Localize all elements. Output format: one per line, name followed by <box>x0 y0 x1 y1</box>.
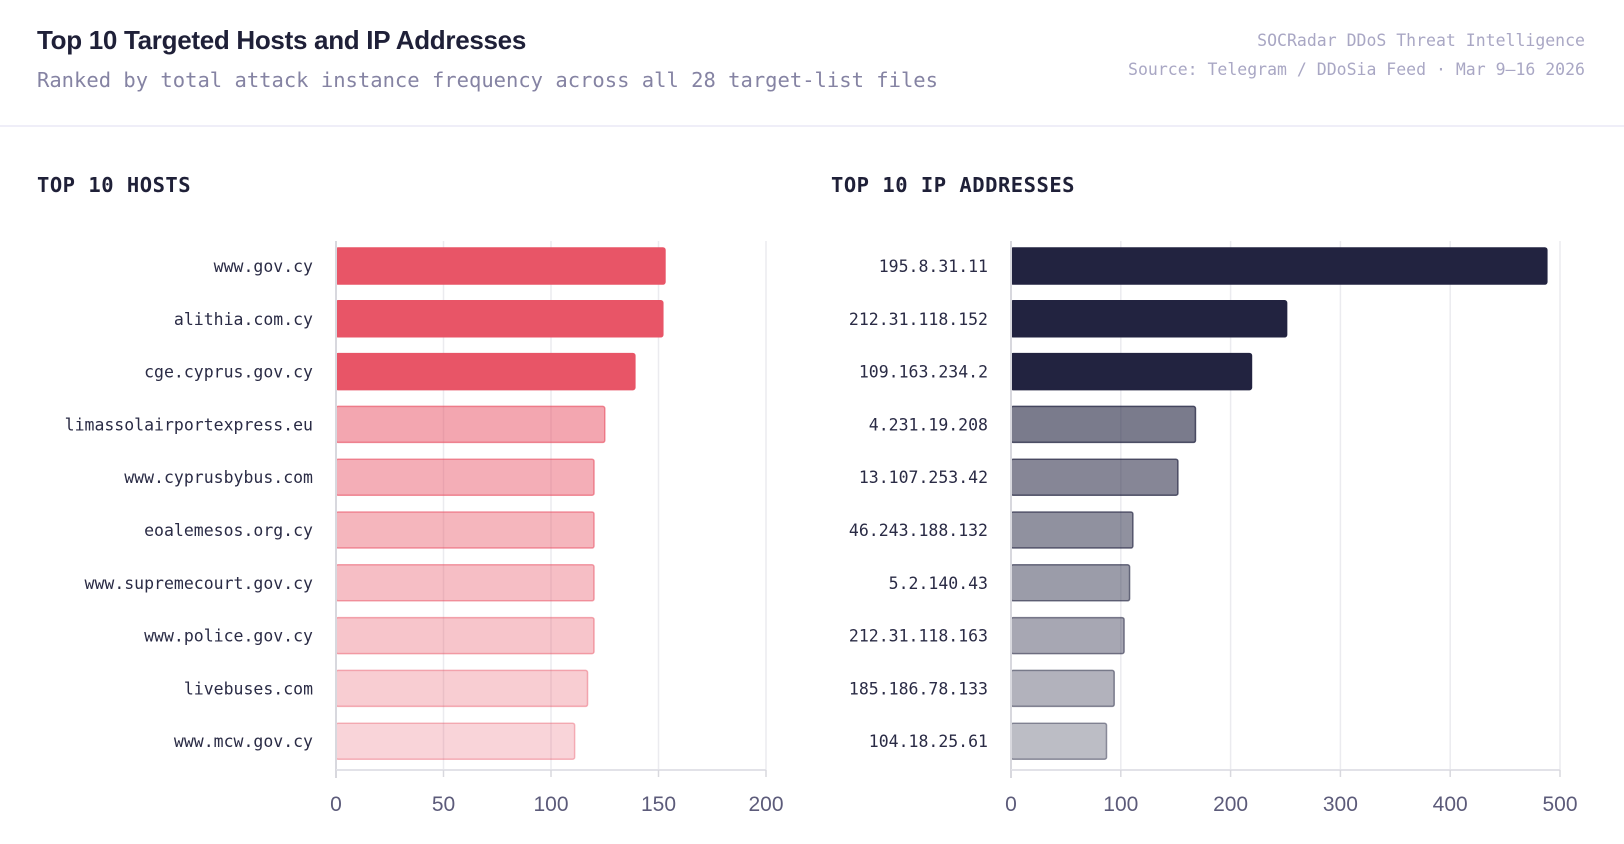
hosts-category-label: www.cyprusbybus.com <box>124 468 313 487</box>
ips-category-label: 4.231.19.208 <box>869 415 988 434</box>
hosts-category-label: cge.cyprus.gov.cy <box>144 363 313 382</box>
ips-x-tick-label: 400 <box>1433 793 1468 816</box>
hosts-category-label: www.supremecourt.gov.cy <box>85 574 314 593</box>
hosts-bar <box>335 511 595 549</box>
hosts-category-label: alithia.com.cy <box>174 310 313 329</box>
ips-bar <box>1010 458 1179 496</box>
hosts-category-label: www.mcw.gov.cy <box>174 732 313 751</box>
ips-category-label: 212.31.118.163 <box>849 627 988 646</box>
hosts-chart-title: TOP 10 HOSTS <box>37 173 192 197</box>
hosts-bar <box>335 405 606 444</box>
ips-category-label: 13.107.253.42 <box>859 468 988 487</box>
ips-x-tick-label: 100 <box>1103 793 1138 816</box>
hosts-bar <box>335 458 595 496</box>
ips-x-tick-label: 200 <box>1213 793 1248 816</box>
ips-category-label: 212.31.118.152 <box>849 310 988 329</box>
ips-chart-title: TOP 10 IP ADDRESSES <box>831 173 1075 197</box>
header-divider <box>0 125 1624 127</box>
ips-bar <box>1010 511 1134 549</box>
ips-category-label: 185.186.78.133 <box>849 679 988 698</box>
hosts-bar <box>335 616 595 655</box>
ips-bar <box>1010 300 1288 338</box>
ips-category-label: 104.18.25.61 <box>869 732 988 751</box>
ips-x-tick-label: 0 <box>1005 793 1017 816</box>
hosts-category-label: www.police.gov.cy <box>144 627 313 646</box>
hosts-x-tick-label: 200 <box>748 793 783 816</box>
hosts-bar <box>335 669 589 708</box>
hosts-bar <box>335 564 595 602</box>
hosts-x-tick-label: 0 <box>330 793 342 816</box>
page-subtitle: Ranked by total attack instance frequenc… <box>37 68 938 92</box>
source-org: SOCRadar DDoS Threat Intelligence <box>1257 31 1585 50</box>
ips-category-label: 46.243.188.132 <box>849 521 988 540</box>
ips-bar <box>1010 722 1108 760</box>
ips-category-label: 195.8.31.11 <box>879 257 988 276</box>
ips-bar <box>1010 669 1115 708</box>
hosts-x-tick-label: 100 <box>533 793 568 816</box>
ips-bar <box>1010 247 1548 285</box>
ips-category-label: 109.163.234.2 <box>859 363 988 382</box>
hosts-category-label: eoalemesos.org.cy <box>144 521 313 540</box>
hosts-x-tick-label: 150 <box>641 793 676 816</box>
page-title: Top 10 Targeted Hosts and IP Addresses <box>37 25 526 55</box>
hosts-category-label: www.gov.cy <box>214 257 313 276</box>
ips-x-tick-label: 300 <box>1323 793 1358 816</box>
ips-bar <box>1010 564 1131 602</box>
hosts-bar <box>335 300 664 338</box>
hosts-category-label: limassolairportexpress.eu <box>65 415 313 434</box>
hosts-bar <box>335 722 576 760</box>
ips-bar <box>1010 616 1125 655</box>
ips-bar <box>1010 352 1253 391</box>
hosts-bar <box>335 352 636 391</box>
hosts-category-label: livebuses.com <box>184 679 313 698</box>
ips-x-tick-label: 500 <box>1542 793 1577 816</box>
hosts-bar <box>335 247 666 285</box>
hosts-x-tick-label: 50 <box>432 793 455 816</box>
source-line: Source: Telegram / DDoSia Feed · Mar 9–1… <box>1128 60 1585 79</box>
ips-category-label: 5.2.140.43 <box>889 574 988 593</box>
ips-bar <box>1010 405 1197 444</box>
